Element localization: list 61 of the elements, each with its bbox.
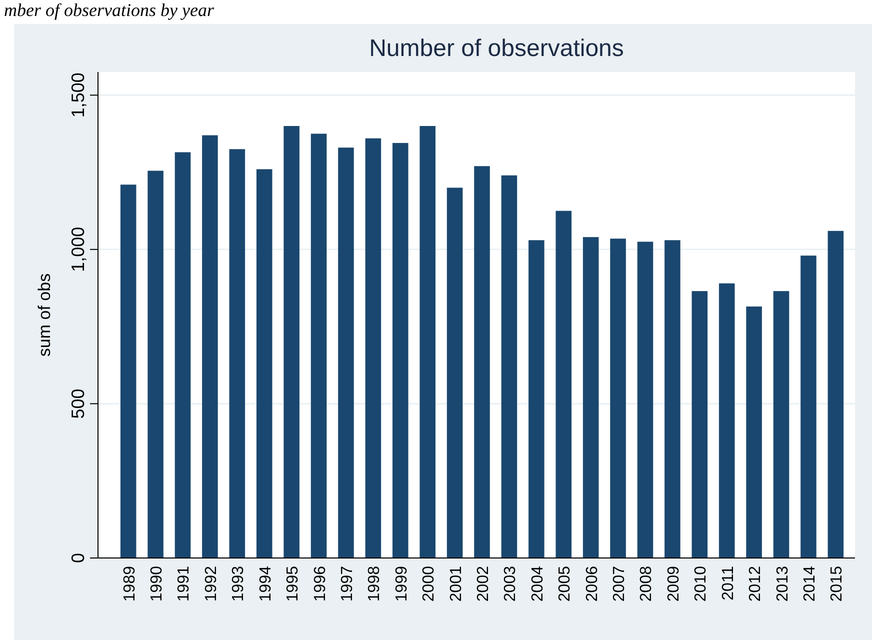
x-tick-label: 1990 (148, 566, 166, 602)
x-tick-label: 1997 (338, 566, 356, 602)
bar (800, 256, 816, 558)
bar (582, 237, 599, 558)
bar (828, 230, 844, 558)
x-tick-label: 2011 (720, 566, 737, 600)
bar (718, 283, 735, 558)
bar (446, 188, 463, 558)
x-tick-label: 1995 (284, 566, 302, 602)
y-axis-title: sum of obs (35, 273, 54, 357)
x-tick-label: 2014 (801, 566, 818, 602)
bar (420, 126, 436, 558)
x-tick-label: 2000 (420, 566, 438, 602)
x-tick-label: 1991 (176, 566, 193, 602)
y-tick-label: 1,500 (68, 72, 88, 118)
x-tick-label: 2010 (692, 566, 710, 602)
x-tick-label: 2002 (475, 566, 492, 602)
x-tick-label: 2015 (828, 566, 846, 602)
x-tick-label: 2006 (584, 566, 601, 602)
x-tick-label: 2005 (556, 566, 574, 602)
bar (610, 238, 626, 558)
x-tick-label: 1992 (202, 566, 220, 602)
x-tick-label: 2003 (502, 566, 520, 602)
x-tick-label: 1994 (257, 566, 274, 602)
bar (664, 240, 680, 558)
bar (773, 291, 790, 558)
bar (120, 184, 136, 558)
bar (338, 148, 354, 558)
bar (528, 240, 544, 558)
bar (174, 152, 191, 558)
x-tick-label: 2008 (638, 566, 656, 602)
x-tick-label: 1989 (121, 566, 138, 602)
bar (229, 149, 246, 558)
x-tick-label: 1999 (393, 566, 410, 602)
bar (501, 175, 518, 558)
bar (284, 126, 300, 558)
bar (746, 306, 762, 558)
x-tick-label: 1993 (230, 566, 248, 602)
bar (148, 170, 164, 558)
bar (256, 169, 272, 558)
x-tick-label: 2001 (448, 566, 465, 602)
chart-title: Number of observations (369, 35, 624, 62)
bar (474, 166, 490, 558)
bar (310, 134, 327, 558)
bar (692, 291, 708, 558)
bar (392, 142, 408, 558)
bar (637, 242, 654, 558)
x-tick-label: 2007 (611, 566, 628, 602)
y-tick-label: 1,000 (68, 226, 88, 272)
y-tick-label: 0 (68, 552, 88, 564)
y-tick-label: 500 (68, 388, 88, 419)
x-tick-label: 2012 (747, 566, 764, 602)
x-tick-label: 2009 (665, 566, 682, 602)
x-tick-label: 1998 (366, 566, 384, 602)
x-tick-label: 2004 (529, 566, 546, 602)
bar (202, 135, 218, 558)
x-tick-label: 2013 (774, 566, 792, 602)
text: mber of observations by year (4, 0, 215, 20)
bar (556, 210, 572, 558)
x-tick-label: 1996 (312, 566, 329, 602)
bar (365, 138, 382, 558)
